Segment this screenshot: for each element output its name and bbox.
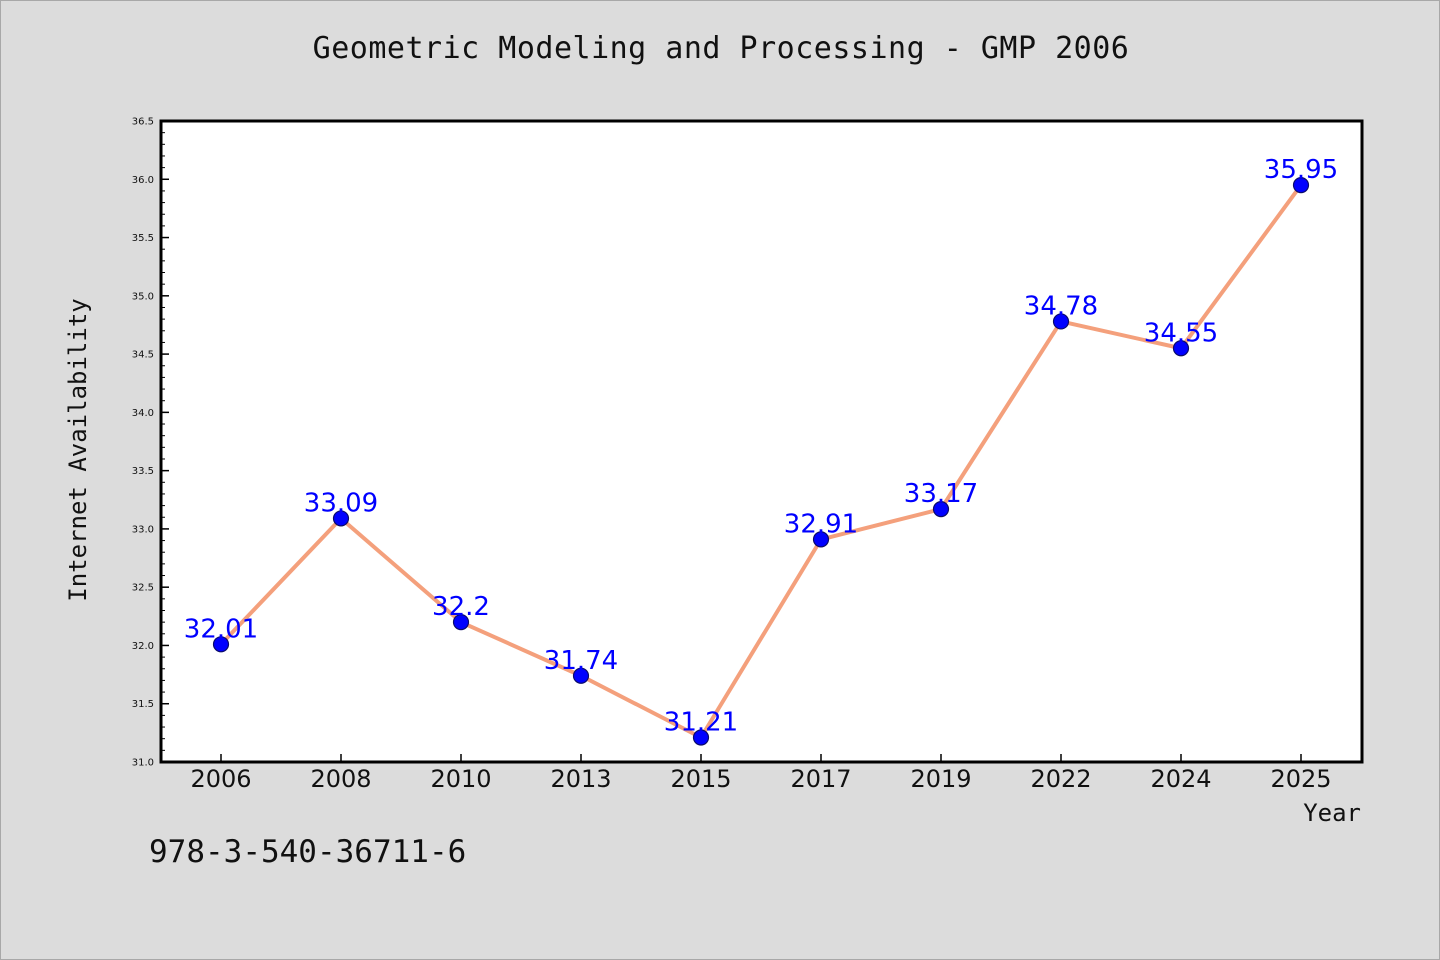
data-label-2006: 32.01 bbox=[184, 614, 258, 644]
y-tick-label: 35.0 bbox=[132, 291, 154, 302]
data-point-2019 bbox=[932, 500, 950, 518]
series-markers bbox=[212, 177, 1310, 746]
x-tick-label: 2015 bbox=[670, 765, 731, 793]
y-tick-label: 31.5 bbox=[132, 699, 154, 710]
data-label-2010: 32.2 bbox=[432, 592, 490, 622]
y-tick-label: 33.5 bbox=[132, 466, 154, 477]
data-labels: 32.01 33.09 32.2 31.74 31.21 32.91 33.17 34.78 3… bbox=[184, 155, 1338, 737]
y-tick-label: 33.0 bbox=[132, 524, 154, 535]
x-tick-label: 2025 bbox=[1270, 765, 1331, 793]
data-point-2017 bbox=[812, 531, 830, 548]
y-tick-label: 36.0 bbox=[132, 175, 154, 186]
data-point-2015 bbox=[692, 729, 710, 746]
data-label-2008: 33.09 bbox=[304, 488, 378, 518]
x-tick-label: 2019 bbox=[910, 765, 971, 793]
x-tick-label: 2022 bbox=[1030, 765, 1091, 793]
data-point-2024 bbox=[1172, 340, 1190, 357]
data-label-2024: 34.55 bbox=[1144, 318, 1218, 348]
data-point-2022 bbox=[1052, 313, 1070, 330]
y-tick-label: 32.5 bbox=[132, 583, 154, 594]
y-tick-label: 35.5 bbox=[132, 233, 154, 244]
data-point-2006 bbox=[212, 636, 230, 653]
data-point-2008 bbox=[332, 510, 350, 527]
series-line bbox=[219, 183, 1303, 740]
x-axis-ticks: 2006 2008 2010 2013 2015 2017 2019 2022 2024 2025 bbox=[190, 754, 1332, 793]
x-tick-label: 2006 bbox=[190, 765, 251, 793]
x-tick-label: 2010 bbox=[430, 765, 491, 793]
y-tick-label: 34.0 bbox=[132, 408, 154, 419]
data-label-2017: 32.91 bbox=[784, 509, 858, 539]
y-tick-label: 34.5 bbox=[132, 350, 154, 361]
x-tick-label: 2008 bbox=[310, 765, 371, 793]
data-label-2025: 35.95 bbox=[1264, 155, 1338, 185]
data-label-2022: 34.78 bbox=[1024, 291, 1098, 321]
data-label-2013: 31.74 bbox=[544, 646, 618, 676]
y-tick-label: 31.0 bbox=[132, 758, 154, 769]
data-label-2019: 33.17 bbox=[904, 479, 978, 509]
chart-title: Geometric Modeling and Processing - GMP … bbox=[312, 31, 1130, 66]
x-axis-label: Year bbox=[1303, 799, 1361, 827]
data-point-2010 bbox=[452, 614, 470, 631]
y-tick-label: 32.0 bbox=[132, 641, 154, 652]
data-label-2015: 31.21 bbox=[664, 708, 738, 738]
plot-area bbox=[161, 121, 1362, 762]
y-tick-label: 36.5 bbox=[132, 117, 154, 128]
plot-frame bbox=[159, 119, 1364, 764]
x-tick-label: 2013 bbox=[550, 765, 611, 793]
isbn-footnote: 978-3-540-36711-6 bbox=[149, 834, 467, 870]
y-axis-label: Internet Availability bbox=[64, 298, 92, 601]
x-tick-label: 2017 bbox=[790, 765, 851, 793]
data-point-2013 bbox=[572, 667, 590, 684]
x-tick-label: 2024 bbox=[1150, 765, 1211, 793]
data-point-2025 bbox=[1292, 177, 1310, 194]
